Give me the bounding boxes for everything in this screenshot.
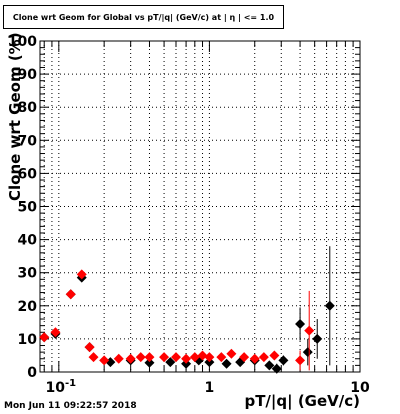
y-tick-label: 100: [8, 34, 37, 50]
x-tick-label: 1: [205, 380, 215, 396]
data-point: [113, 353, 124, 364]
x-tick-label: 10: [350, 380, 370, 396]
data-point: [181, 353, 192, 364]
y-tick-label: 70: [18, 133, 38, 149]
data-point: [221, 358, 232, 369]
data-point: [170, 352, 181, 363]
y-tick-label: 60: [18, 166, 38, 182]
axis-ticks: [40, 40, 361, 373]
data-series: [39, 246, 335, 374]
data-point: [302, 347, 313, 358]
y-tick-label: 10: [18, 332, 38, 348]
data-point: [239, 352, 250, 363]
data-point: [258, 352, 269, 363]
data-point: [295, 355, 306, 366]
data-point: [249, 353, 260, 364]
series-black: [39, 246, 335, 374]
data-point: [271, 363, 282, 374]
x-axis-label: pT/|q| (GeV/c): [244, 392, 360, 411]
data-point: [278, 355, 289, 366]
data-point: [144, 352, 155, 363]
data-point: [264, 360, 275, 371]
data-point: [204, 352, 215, 363]
data-point: [295, 319, 306, 330]
data-point: [226, 348, 237, 359]
data-point: [135, 352, 146, 363]
chart-title: Clone wrt Geom for Global vs pT/|q| (GeV…: [3, 5, 284, 29]
data-point: [197, 350, 208, 361]
y-tick-label: 40: [18, 233, 38, 249]
data-point: [39, 332, 50, 343]
data-point: [144, 357, 155, 368]
data-point: [76, 269, 87, 280]
data-point: [125, 353, 136, 364]
y-tick-label: 30: [18, 266, 38, 282]
data-point: [324, 300, 335, 311]
data-point: [88, 352, 99, 363]
tick-labels: 0 10 20 30 40 50 60 70 80 90 100 10-1 1 10: [8, 34, 370, 396]
y-tick-label: 50: [18, 200, 38, 216]
data-point: [165, 357, 176, 368]
data-point: [312, 333, 323, 344]
x-tick-label: 10-1: [46, 378, 77, 396]
data-point: [99, 355, 110, 366]
data-point: [50, 327, 61, 338]
data-point: [65, 289, 76, 300]
y-tick-label: 80: [18, 100, 38, 116]
timestamp: Mon Jun 11 09:22:57 2018: [4, 401, 137, 411]
y-tick-label: 20: [18, 299, 38, 315]
data-point: [269, 350, 280, 361]
y-tick-label: 90: [18, 67, 38, 83]
data-point: [84, 342, 95, 353]
series-red: [39, 269, 315, 371]
data-point: [189, 352, 200, 363]
y-axis-label: Clone wrt Geom (%): [6, 21, 24, 201]
data-point: [159, 352, 170, 363]
data-point: [216, 352, 227, 363]
data-point: [304, 325, 315, 336]
y-tick-label: 0: [27, 365, 37, 381]
y-axis-label-text: Clone wrt Geom (%): [6, 32, 24, 201]
grid-lines: [40, 41, 360, 372]
